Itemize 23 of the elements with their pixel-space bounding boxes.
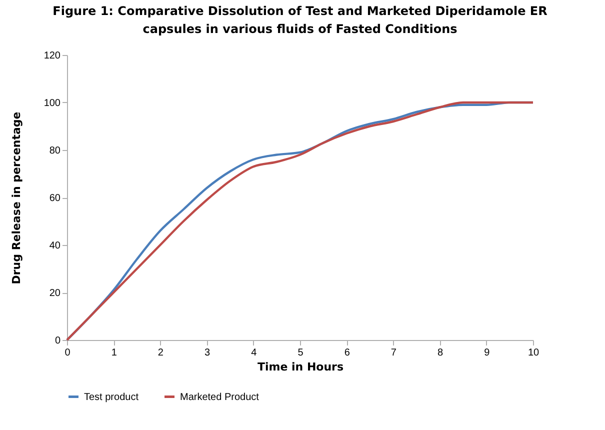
chart-title: Figure 1: Comparative Dissolution of Test and Marketed Diperidamole ER capsules in various fluids of Fasted Conditions xyxy=(52,4,548,36)
y-tick-label: 80 xyxy=(49,146,61,156)
legend-label: Test product xyxy=(84,392,139,403)
y-axis-title: Drug Release in percentage xyxy=(10,112,23,284)
y-tick-label: 0 xyxy=(54,336,61,346)
x-tick-label: 0 xyxy=(64,348,71,358)
x-tick-label: 7 xyxy=(390,348,397,358)
x-tick-label: 2 xyxy=(158,348,164,358)
x-tick-label: 10 xyxy=(528,348,540,358)
x-tick-label: 9 xyxy=(484,348,490,358)
x-tick-label: 6 xyxy=(344,348,350,358)
x-tick-label: 1 xyxy=(111,348,118,358)
y-tick-label: 120 xyxy=(44,50,61,62)
x-tick-label: 3 xyxy=(204,348,211,358)
x-tick-label: 5 xyxy=(298,348,304,358)
y-tick-label: 100 xyxy=(44,98,61,109)
y-tick-label: 20 xyxy=(49,288,61,299)
x-axis-title: Time in Hours xyxy=(257,360,344,374)
y-tick-label: 40 xyxy=(49,240,61,252)
legend-label: Marketed Product xyxy=(180,392,260,403)
y-tick-label: 60 xyxy=(49,193,61,204)
x-tick-label: 8 xyxy=(438,348,444,358)
x-tick-label: 4 xyxy=(251,348,258,358)
